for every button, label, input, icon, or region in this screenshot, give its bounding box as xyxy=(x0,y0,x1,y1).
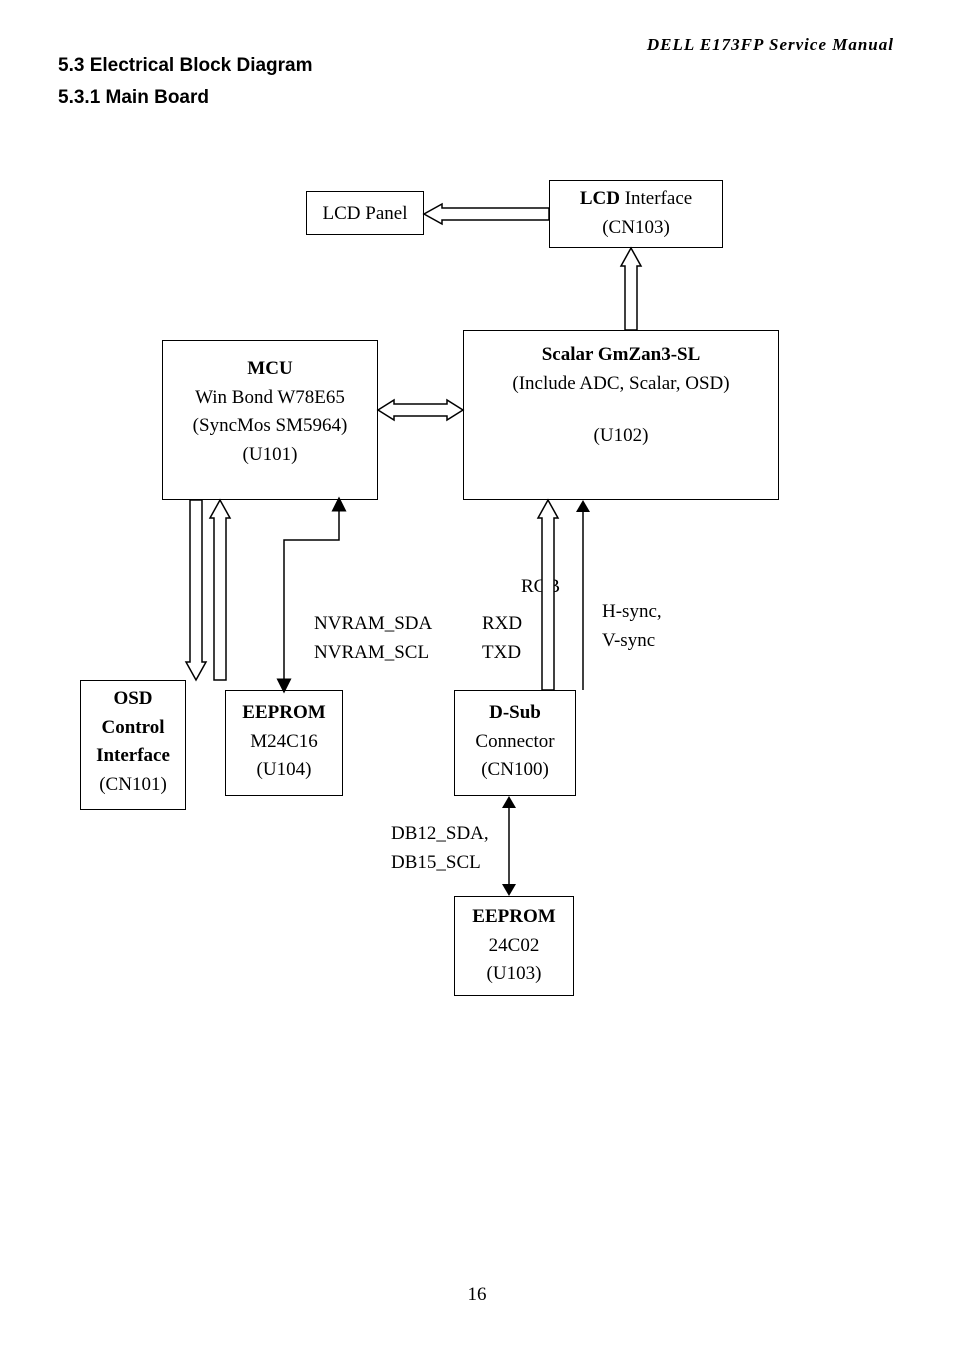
eeprom1-l2: M24C16 xyxy=(226,728,342,757)
arrow-dsub-eeprom2 xyxy=(502,796,516,896)
eeprom1-l1: EEPROM xyxy=(226,699,342,728)
page-header: DELL E173FP Service Manual xyxy=(647,35,894,55)
scalar-l1: Scalar GmZan3-SL xyxy=(464,341,778,370)
lcd-interface-rest: Interface xyxy=(620,188,692,209)
scalar-box: Scalar GmZan3-SL (Include ADC, Scalar, O… xyxy=(463,330,779,500)
eeprom2-box: EEPROM 24C02 (U103) xyxy=(454,896,574,996)
eeprom1-box: EEPROM M24C16 (U104) xyxy=(225,690,343,796)
arrow-lcd-to-panel xyxy=(424,204,549,224)
arrow-dsub-scalar-solid xyxy=(576,500,590,690)
osd-l3: Interface xyxy=(81,742,185,771)
osd-box: OSD Control Interface (CN101) xyxy=(80,680,186,810)
arrow-scalar-to-lcd xyxy=(621,248,641,330)
osd-l1: OSD xyxy=(81,685,185,714)
arrow-mcu-scalar xyxy=(378,400,463,420)
mcu-box: MCU Win Bond W78E65 (SyncMos SM5964) (U1… xyxy=(162,340,378,500)
hsync-l2: V-sync xyxy=(602,627,662,656)
osd-l2: Control xyxy=(81,714,185,743)
scalar-l3: (U102) xyxy=(464,422,778,451)
dsub-l1: D-Sub xyxy=(455,699,575,728)
lcd-interface-bold: LCD xyxy=(580,188,620,209)
rxdtxd-label: RXD TXD xyxy=(482,610,522,667)
lcd-panel-box: LCD Panel xyxy=(306,191,424,235)
hsync-label: H-sync, V-sync xyxy=(602,598,662,655)
arrow-mcu-eeprom1 xyxy=(274,500,354,690)
lcd-interface-line2: (CN103) xyxy=(550,214,722,243)
mcu-l4: (U101) xyxy=(163,441,377,470)
dsub-l3: (CN100) xyxy=(455,756,575,785)
dsub-box: D-Sub Connector (CN100) xyxy=(454,690,576,796)
mcu-l3: (SyncMos SM5964) xyxy=(163,412,377,441)
heading-531: 5.3.1 Main Board xyxy=(58,87,209,109)
hsync-l1: H-sync, xyxy=(602,598,662,627)
rxd-l: RXD xyxy=(482,610,522,639)
db-label: DB12_SDA, DB15_SCL xyxy=(391,820,489,877)
arrow-dsub-scalar-hollow xyxy=(538,500,558,690)
eeprom1-l3: (U104) xyxy=(226,756,342,785)
db-l1: DB12_SDA, xyxy=(391,820,489,849)
txd-l: TXD xyxy=(482,639,522,668)
block-diagram: LCD Panel LCD Interface (CN103) MCU Win … xyxy=(0,180,954,1080)
heading-53: 5.3 Electrical Block Diagram xyxy=(58,55,313,77)
lcd-panel-label: LCD Panel xyxy=(323,203,408,224)
mcu-l1: MCU xyxy=(163,355,377,384)
eeprom2-l1: EEPROM xyxy=(455,903,573,932)
scalar-l2: (Include ADC, Scalar, OSD) xyxy=(464,370,778,399)
lcd-interface-box: LCD Interface (CN103) xyxy=(549,180,723,248)
db-l2: DB15_SCL xyxy=(391,849,489,878)
eeprom2-l2: 24C02 xyxy=(455,932,573,961)
arrow-osd-mcu-up xyxy=(210,500,230,680)
dsub-l2: Connector xyxy=(455,728,575,757)
osd-l4: (CN101) xyxy=(81,771,185,800)
lcd-interface-line1: LCD Interface xyxy=(550,185,722,214)
arrow-mcu-osd-down xyxy=(186,500,206,680)
mcu-l2: Win Bond W78E65 xyxy=(163,384,377,413)
page-number: 16 xyxy=(468,1284,487,1306)
eeprom2-l3: (U103) xyxy=(455,960,573,989)
